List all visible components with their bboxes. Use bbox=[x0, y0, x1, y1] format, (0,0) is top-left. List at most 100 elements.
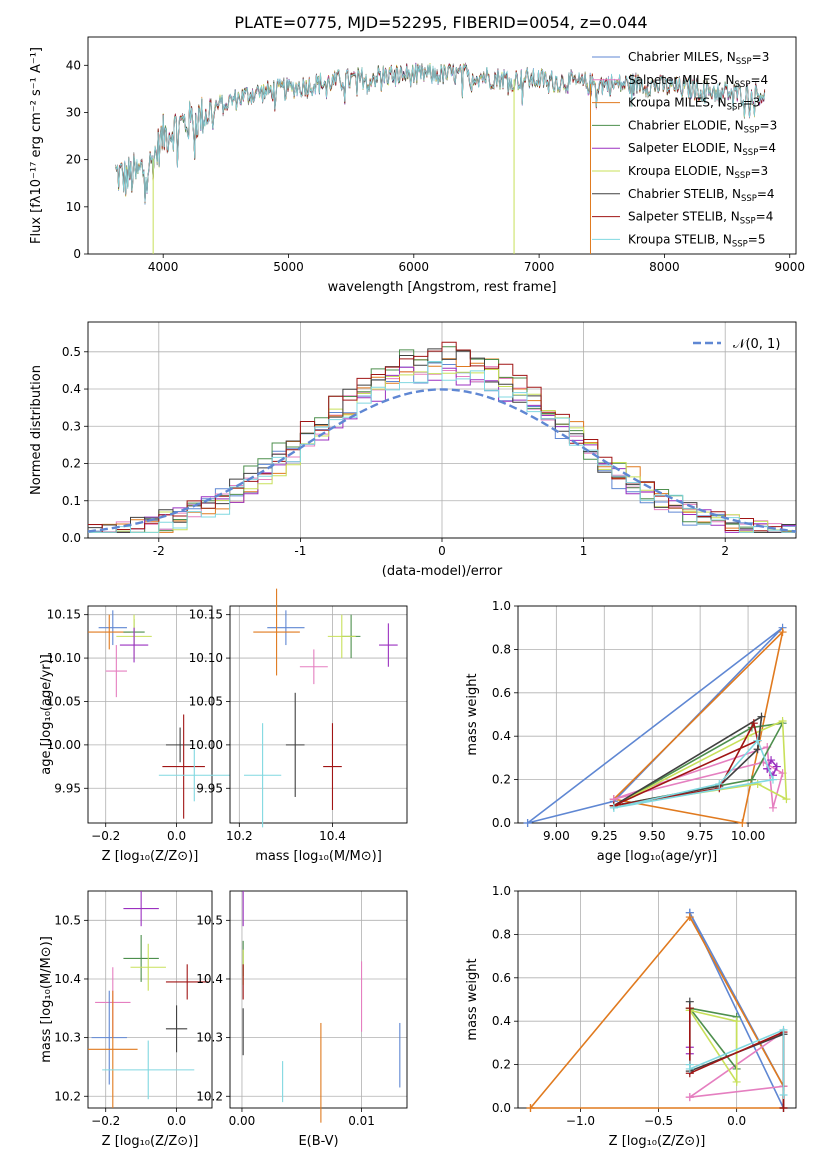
legend-entry-chabrier_miles: Chabrier MILES, NSSP=3 bbox=[628, 50, 769, 67]
y-tick-label: 10.00 bbox=[47, 738, 81, 752]
weight_vs_Z-panel: −1.0 −0.5 0.0 0.0 0.2 0.4 0.6 0.8 1.0 Z [log₁₀(Z/… bbox=[465, 884, 797, 1149]
y-axis-label: age [log₁₀(age/yr)] bbox=[39, 654, 54, 775]
axes-frame bbox=[87, 321, 797, 539]
legend-entry-normal: 𝒩(0, 1) bbox=[733, 337, 780, 352]
normal-curve bbox=[87, 388, 797, 533]
weight-marker-kroupa_stelib bbox=[753, 736, 762, 745]
y-tick-label: 0.0 bbox=[492, 1101, 511, 1115]
x-tick-label: 9.00 bbox=[543, 829, 570, 843]
y-tick-label: 1.0 bbox=[492, 599, 511, 613]
axes-frame bbox=[517, 605, 797, 824]
x-tick-label: 0.0 bbox=[167, 829, 186, 843]
y-tick-label: 10.05 bbox=[47, 694, 81, 708]
x-tick-label: −0.5 bbox=[644, 1114, 673, 1128]
mass_vs_Z-panel: −0.2 0.0 10.2 10.3 10.4 10.5 Z [log₁₀(Z/Z⊙)] ma… bbox=[39, 890, 213, 1149]
x-tick-label: −0.2 bbox=[91, 829, 120, 843]
weight-line-kroupa_elodie bbox=[613, 719, 788, 807]
y-tick-label: 10.15 bbox=[189, 608, 223, 622]
spectrum-panel: 4000 5000 6000 7000 8000 9000 0 10 20 30 40 wavelen… bbox=[29, 36, 805, 295]
legend-entry-salpeter_elodie: Salpeter ELODIE, NSSP=4 bbox=[628, 141, 776, 158]
y-tick-label: 10.10 bbox=[47, 651, 81, 665]
y-tick-label: 10.2 bbox=[54, 1089, 81, 1103]
y-tick-label: 0.2 bbox=[492, 773, 511, 787]
histogram-kroupa_stelib bbox=[88, 361, 796, 533]
y-tick-label: 0.6 bbox=[492, 686, 511, 700]
weight-marker-salpeter_stelib bbox=[779, 1104, 788, 1112]
legend-entry-chabrier_stelib: Chabrier STELIB, NSSP=4 bbox=[628, 187, 775, 204]
x-tick-label: −0.2 bbox=[91, 1114, 120, 1128]
y-tick-label: 10.10 bbox=[189, 651, 223, 665]
x-tick-label: -2 bbox=[153, 544, 165, 558]
y-tick-label: 0.3 bbox=[62, 419, 81, 433]
x-tick-label: 7000 bbox=[524, 260, 555, 274]
spectrum-legend: Chabrier MILES, NSSP=3 Salpeter MILES, NS… bbox=[592, 50, 777, 249]
x-tick-label: 10.4 bbox=[319, 829, 346, 843]
x-axis-label: age [log₁₀(age/yr)] bbox=[597, 849, 718, 864]
y-tick-label: 0.0 bbox=[62, 531, 81, 545]
weight-line-kroupa_miles bbox=[529, 915, 785, 1109]
weight-marker-salpeter_elodie bbox=[772, 762, 781, 771]
x-tick-label: 4000 bbox=[148, 260, 179, 274]
weight-marker-kroupa_miles bbox=[685, 913, 694, 922]
weight-line-chabrier_miles bbox=[527, 627, 784, 824]
x-axis-label: (data-model)/error bbox=[382, 564, 503, 579]
weight-marker-kroupa_elodie bbox=[732, 1017, 741, 1026]
axes-frame bbox=[87, 605, 213, 824]
legend-entry-kroupa_miles: Kroupa MILES, NSSP=3 bbox=[628, 96, 760, 113]
x-tick-label: -1 bbox=[294, 544, 306, 558]
x-tick-label: 8000 bbox=[649, 260, 680, 274]
legend-entry-chabrier_elodie: Chabrier ELODIE, NSSP=3 bbox=[628, 118, 777, 135]
residuals-panel: -2 -1 0 1 2 0.0 0.1 0.2 0.3 0.4 0.5 (data-model)/er… bbox=[29, 321, 797, 579]
x-tick-label: 10.00 bbox=[731, 829, 765, 843]
axes-frame bbox=[87, 36, 797, 255]
y-tick-label: 10.05 bbox=[189, 694, 223, 708]
x-tick-label: 9.50 bbox=[639, 829, 666, 843]
x-tick-label: 9000 bbox=[774, 260, 805, 274]
y-tick-label: 20 bbox=[66, 153, 81, 167]
histogram-chabrier_elodie bbox=[88, 346, 796, 533]
x-tick-label: 0.0 bbox=[727, 1114, 746, 1128]
x-tick-label: 0.01 bbox=[348, 1114, 375, 1128]
weight-marker-chabrier_miles bbox=[523, 819, 532, 827]
y-axis-label: mass weight bbox=[465, 958, 480, 1040]
y-axis-label: mass weight bbox=[465, 673, 480, 755]
y-tick-label: 9.95 bbox=[196, 781, 223, 795]
y-tick-label: 0.4 bbox=[492, 1014, 511, 1028]
y-tick-label: 10.5 bbox=[196, 913, 223, 927]
x-axis-label: Z [log₁₀(Z/Z⊙)] bbox=[102, 1134, 199, 1149]
weight_vs_age-panel: 9.00 9.25 9.50 9.75 10.00 0.0 0.2 0.4 0.6 0.8 1.0 a… bbox=[465, 599, 797, 864]
weight-marker-salpeter_miles bbox=[768, 803, 777, 812]
x-tick-label: 10.2 bbox=[226, 829, 253, 843]
histogram-salpeter_stelib bbox=[88, 341, 796, 533]
weight-marker-kroupa_elodie bbox=[753, 779, 762, 788]
weight-line-kroupa_stelib bbox=[613, 738, 775, 809]
weight-marker-kroupa_stelib bbox=[609, 803, 618, 812]
x-axis-label: mass [log₁₀(M/M⊙)] bbox=[255, 849, 382, 864]
plots: 4000 5000 6000 7000 8000 9000010203040wavelen… bbox=[29, 36, 805, 1149]
weight-marker-kroupa_stelib bbox=[768, 775, 777, 784]
y-tick-label: 9.95 bbox=[54, 781, 81, 795]
y-tick-label: 40 bbox=[66, 58, 81, 72]
x-axis-label: Z [log₁₀(Z/Z⊙)] bbox=[609, 1134, 706, 1149]
y-tick-label: 0 bbox=[73, 247, 81, 261]
y-tick-label: 0.1 bbox=[62, 494, 81, 508]
legend-entry-kroupa_stelib: Kroupa STELIB, NSSP=5 bbox=[628, 232, 766, 249]
y-tick-label: 10.4 bbox=[54, 972, 81, 986]
weight-marker-kroupa_miles bbox=[778, 628, 787, 637]
axes-frame bbox=[229, 890, 408, 1109]
y-tick-label: 1.0 bbox=[492, 884, 511, 898]
y-tick-label: 10.4 bbox=[196, 972, 223, 986]
x-tick-label: 0 bbox=[438, 544, 446, 558]
y-tick-label: 30 bbox=[66, 105, 81, 119]
y-tick-label: 0.4 bbox=[62, 382, 81, 396]
legend-entry-kroupa_elodie: Kroupa ELODIE, NSSP=3 bbox=[628, 164, 768, 181]
axes-frame bbox=[517, 890, 797, 1109]
x-tick-label: 9.75 bbox=[687, 829, 714, 843]
y-tick-label: 10.00 bbox=[189, 738, 223, 752]
y-axis-label: Flux [fλ10⁻¹⁷ erg cm⁻² s⁻¹ A⁻¹] bbox=[29, 47, 44, 244]
weight-marker-salpeter_miles bbox=[685, 1093, 694, 1102]
weight-line-salpeter_miles bbox=[613, 745, 784, 809]
y-tick-label: 0.4 bbox=[492, 729, 511, 743]
x-axis-label: wavelength [Angstrom, rest frame] bbox=[328, 280, 557, 295]
